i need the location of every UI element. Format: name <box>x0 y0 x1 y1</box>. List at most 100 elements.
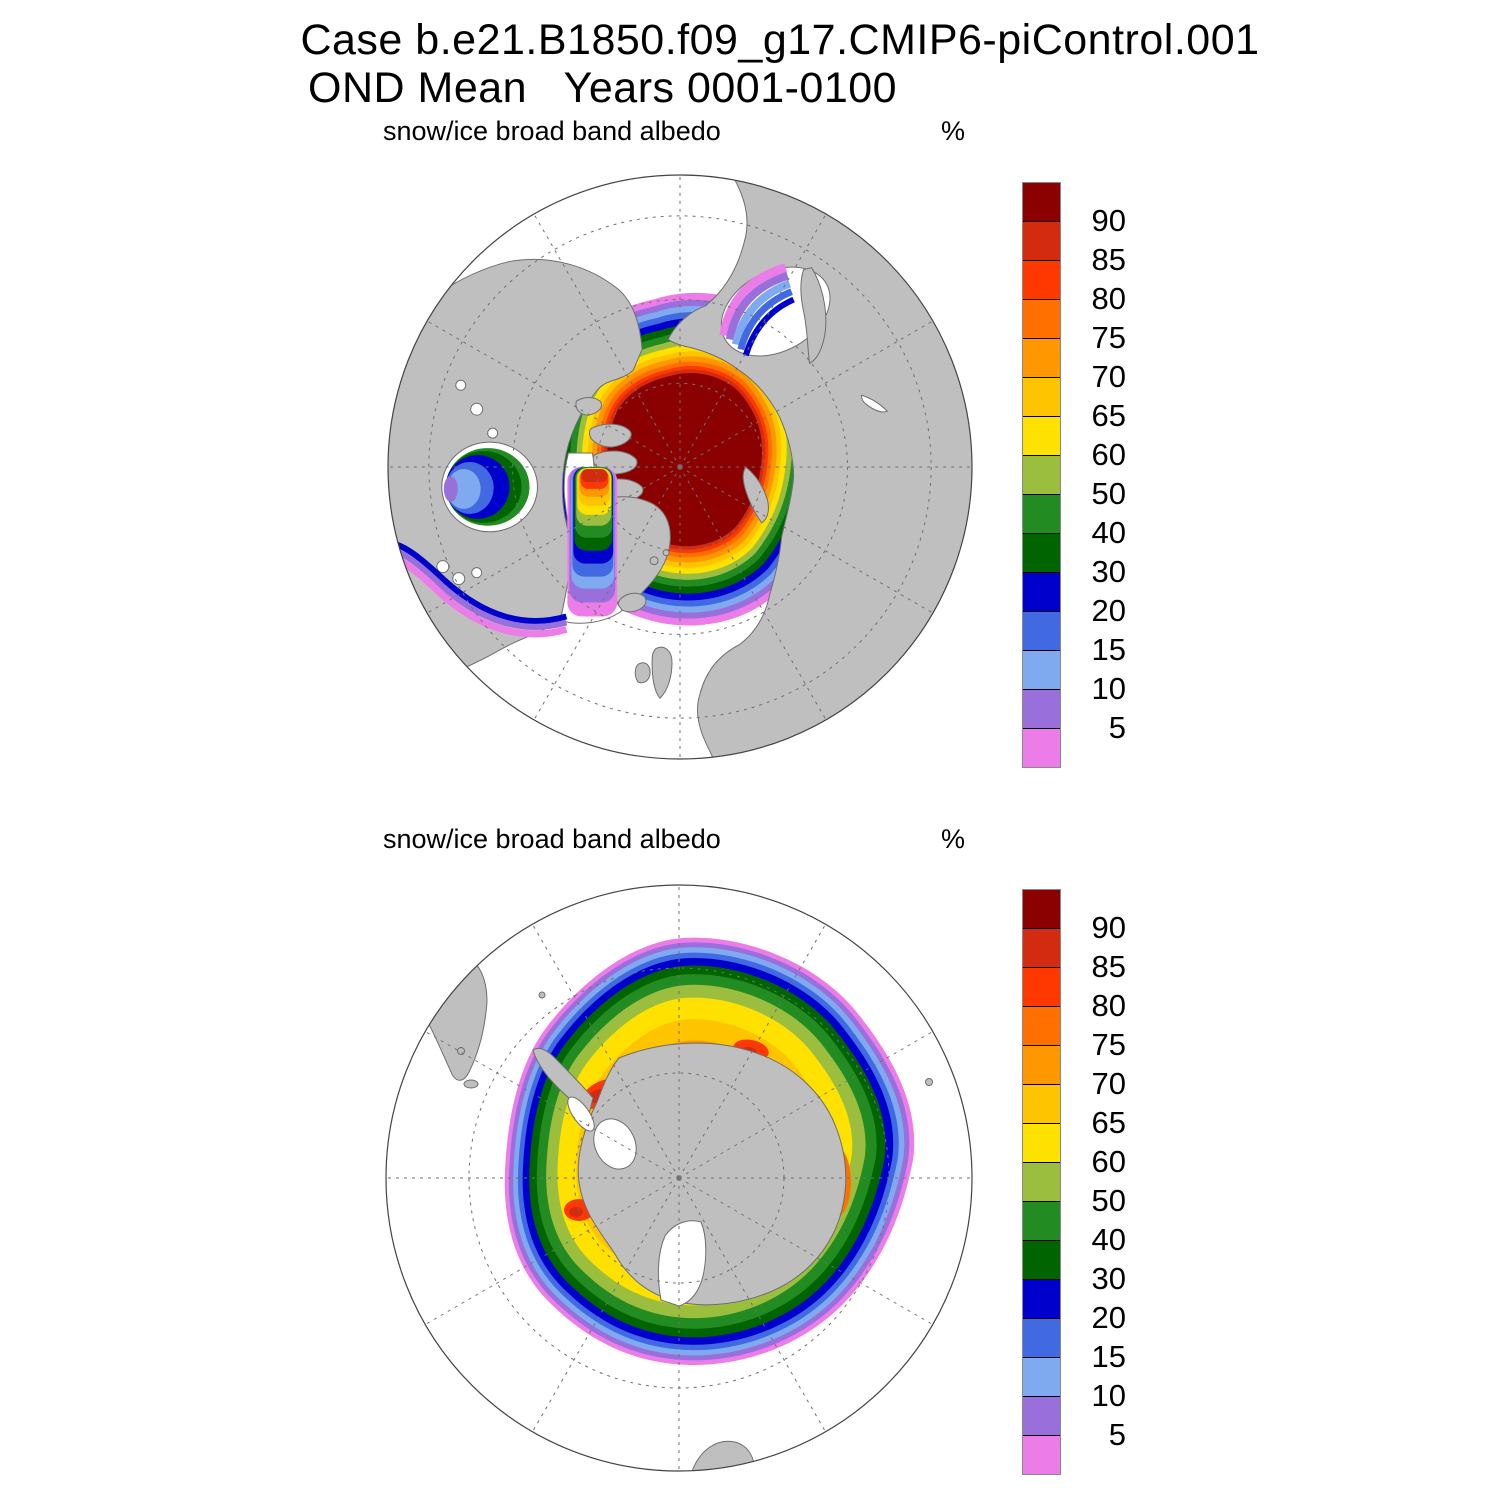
colorbar-box-b40 <box>1023 495 1060 534</box>
land-antarctica <box>577 1042 847 1306</box>
colorbar-tick-label: 30 <box>1091 554 1126 589</box>
colorbar-box-b80 <box>1023 261 1060 300</box>
colorbar-north: 90 85 80 75 70 65 60 50 40 30 20 15 10 5 <box>1022 182 1142 768</box>
colorbar-tick-label: 50 <box>1091 1183 1126 1218</box>
colorbar-tick-label: 10 <box>1091 671 1126 706</box>
islet-east <box>925 1078 933 1086</box>
map-boundary-north <box>387 174 973 760</box>
colorbar-tick-label: 60 <box>1091 437 1126 472</box>
graticule-south <box>386 885 972 1471</box>
hudson-bay-patch <box>441 441 538 533</box>
colorbar-tick-label: 65 <box>1091 1105 1126 1140</box>
figure-title: Case b.e21.B1850.f09_g17.CMIP6-piControl… <box>300 16 1260 64</box>
colorbar-tick-label: 20 <box>1091 1300 1126 1335</box>
meridian-line <box>426 466 681 614</box>
south-polar-map <box>385 884 973 1472</box>
meridian-line <box>533 213 681 468</box>
colorbar-box-b15 <box>1023 612 1060 651</box>
meridian-line <box>425 1177 680 1325</box>
land-kamchatka <box>800 267 827 365</box>
north-units-label: % <box>941 116 966 146</box>
colorbar-box-lt5 <box>1023 1436 1060 1474</box>
colorbar-box-b70 <box>1023 1046 1060 1085</box>
colorbar-tick-label: 70 <box>1091 1066 1126 1101</box>
okhotsk-patch <box>719 263 831 365</box>
colorbar-tick-label: 30 <box>1091 1261 1126 1296</box>
colorbar-box-b10 <box>1023 1358 1060 1397</box>
north-variable-label: snow/ice broad band albedo <box>383 116 721 146</box>
land-franz-josef <box>662 549 670 557</box>
graticule-north <box>387 174 973 760</box>
meridian-line <box>532 924 680 1179</box>
land-svalbard <box>649 556 659 566</box>
latitude-circle <box>595 382 765 552</box>
colorbar-tick-label: 5 <box>1108 1417 1126 1452</box>
colorbar-box-b5 <box>1023 1397 1060 1436</box>
colorbar-box-b60 <box>1023 417 1060 456</box>
figure-season-years: OND Mean Years 0001-0100 <box>308 64 898 112</box>
land-british-isles <box>634 646 673 699</box>
meridian-line <box>679 320 934 468</box>
colorbar-tick-label: 80 <box>1091 281 1126 316</box>
colorbar-box-lt5 <box>1023 729 1060 767</box>
baffin-bay-patch <box>559 452 623 624</box>
meridian-line <box>426 320 681 468</box>
colorbar-swatches <box>1022 889 1061 1475</box>
meridian-line <box>679 466 827 721</box>
colorbar-swatches <box>1022 182 1061 768</box>
meridian-line <box>533 466 681 721</box>
colorbar-south: 90 85 80 75 70 65 60 50 40 30 20 15 10 5 <box>1022 889 1142 1475</box>
colorbar-box-b20 <box>1023 1280 1060 1319</box>
colorbar-tick-label: 65 <box>1091 398 1126 433</box>
colorbar-box-b5 <box>1023 690 1060 729</box>
colorbar-box-b65 <box>1023 1085 1060 1124</box>
meridian-line <box>679 213 827 468</box>
colorbar-box-b10 <box>1023 651 1060 690</box>
colorbar-tick-label: 15 <box>1091 1339 1126 1374</box>
ross-ice-shelf <box>657 1220 707 1307</box>
colorbar-tick-label: 20 <box>1091 593 1126 628</box>
colorbar-tick-label: 40 <box>1091 1222 1126 1257</box>
meridian-line <box>678 1177 826 1432</box>
colorbar-box-b80 <box>1023 968 1060 1007</box>
colorbar-tick-label: 75 <box>1091 1027 1126 1062</box>
colorbar-tick-label: 70 <box>1091 359 1126 394</box>
colorbar-box-b15 <box>1023 1319 1060 1358</box>
meridian-line <box>425 1031 680 1179</box>
colorbar-box-b65 <box>1023 378 1060 417</box>
colorbar-box-b85 <box>1023 222 1060 261</box>
north-polar-map <box>387 174 973 760</box>
land-antarctic-peninsula <box>532 1047 594 1115</box>
colorbar-box-b50 <box>1023 1163 1060 1202</box>
meridian-line <box>678 924 826 1179</box>
colorbar-tick-label: 50 <box>1091 476 1126 511</box>
colorbar-box-b75 <box>1023 1007 1060 1046</box>
colorbar-tick-label: 10 <box>1091 1378 1126 1413</box>
colorbar-box-b75 <box>1023 300 1060 339</box>
lake-baikal <box>860 394 889 413</box>
colorbar-tick-label: 60 <box>1091 1144 1126 1179</box>
ronne-ice-shelf <box>593 1118 637 1170</box>
meridian-line <box>679 466 934 614</box>
map-boundary-south <box>385 884 973 1472</box>
colorbar-box-gt90 <box>1023 183 1060 222</box>
colorbar-tick-label: 75 <box>1091 320 1126 355</box>
peninsula-shelf <box>567 1096 595 1132</box>
colorbar-box-b30 <box>1023 534 1060 573</box>
land-tierra-del-fuego <box>463 1079 479 1089</box>
colorbar-box-gt90 <box>1023 890 1060 929</box>
colorbar-box-b85 <box>1023 929 1060 968</box>
south-units-label: % <box>941 824 966 854</box>
colorbar-tick-label: 80 <box>1091 988 1126 1023</box>
colorbar-tick-label: 40 <box>1091 515 1126 550</box>
colorbar-tick-label: 85 <box>1091 949 1126 984</box>
meridian-line <box>678 1031 933 1179</box>
meridian-line <box>678 1177 933 1325</box>
land-novaya-zemlya <box>742 466 769 524</box>
colorbar-tick-label: 85 <box>1091 242 1126 277</box>
labrador-fringe <box>391 541 568 638</box>
colorbar-tick-label: 5 <box>1108 710 1126 745</box>
meridian-line <box>532 1177 680 1432</box>
colorbar-box-b70 <box>1023 339 1060 378</box>
colorbar-tick-label: 90 <box>1091 910 1126 945</box>
